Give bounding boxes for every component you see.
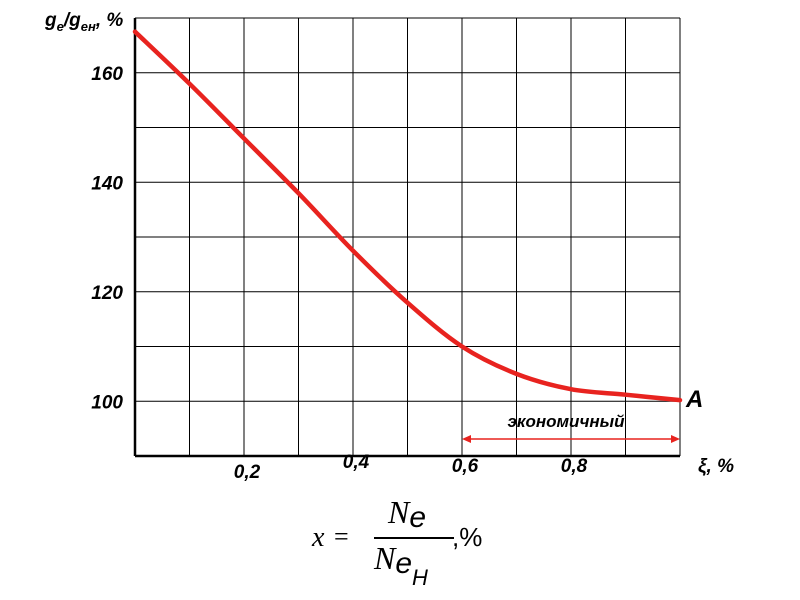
chart-svg: 100 120 140 160 0,2 0,4 0,6 0,8 ge/gен, % ξ, % … xyxy=(44,10,734,483)
series-line xyxy=(132,29,683,403)
y-tick-label: 100 xyxy=(91,392,123,413)
y-tick-label: 140 xyxy=(91,173,123,194)
formula-fraction-bar xyxy=(374,537,454,539)
x-tick-label: 0,8 xyxy=(561,456,588,477)
economical-range-label: экономичный xyxy=(507,412,625,431)
formula-lhs: x xyxy=(312,522,325,553)
formula-equals: = xyxy=(334,522,349,551)
y-tick-label: 160 xyxy=(91,64,123,85)
range-arrow-head-right xyxy=(671,435,680,443)
formula-denominator: NeH xyxy=(374,540,428,590)
x-tick-label: 0,6 xyxy=(452,456,479,477)
axes xyxy=(133,18,680,458)
y-tick-label: 120 xyxy=(91,283,123,304)
grid xyxy=(135,17,681,456)
formula: x = Ne NeH ,% xyxy=(312,494,512,594)
x-tick-label: 0,4 xyxy=(343,452,370,473)
y-axis-label: ge/gен, % xyxy=(44,10,123,34)
annotations: ge/gен, % ξ, % A экономичный xyxy=(44,10,734,477)
point-a-label: A xyxy=(685,386,703,413)
series xyxy=(132,29,683,403)
formula-numerator: Ne xyxy=(388,494,427,534)
formula-unit: ,% xyxy=(452,522,483,552)
tick-labels: 100 120 140 160 0,2 0,4 0,6 0,8 xyxy=(91,64,587,483)
range-arrow-head-left xyxy=(462,435,471,443)
x-tick-label: 0,2 xyxy=(234,462,261,483)
x-axis-label: ξ, % xyxy=(698,456,734,477)
